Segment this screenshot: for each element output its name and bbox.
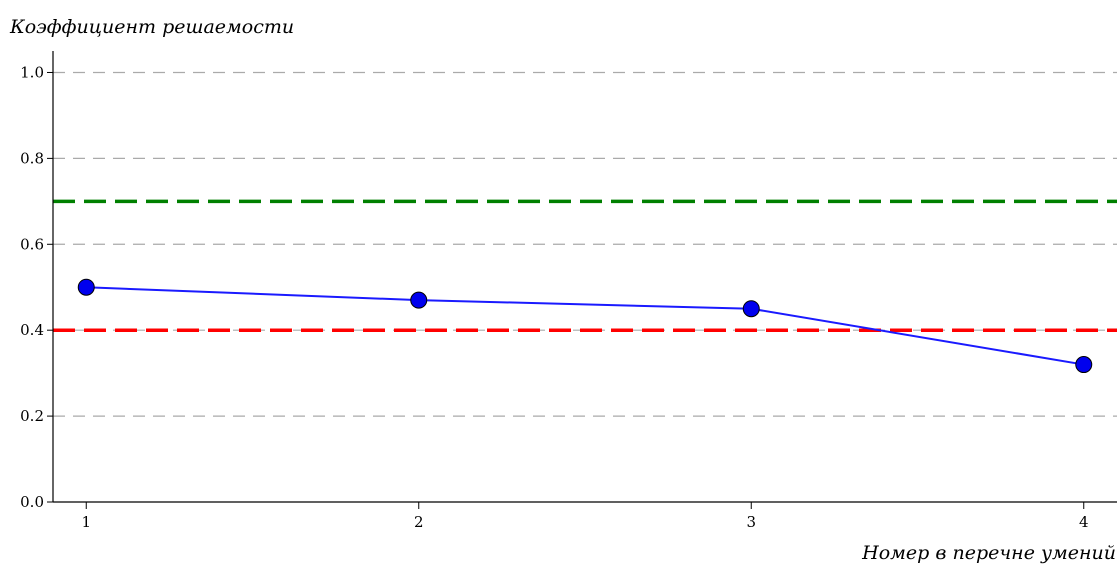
data-point-0-2 — [742, 300, 760, 318]
series-line-0 — [86, 286, 1084, 366]
series-layer — [77, 278, 1093, 374]
y-tick-label-1: 0.2 — [20, 407, 44, 425]
x-axis-title: Номер в перечне умений — [861, 542, 1116, 564]
tick-labels: 0.0 0.2 0.4 0.6 0.8 1.0 1 2 3 4 — [20, 63, 1088, 531]
grid-lines — [53, 71, 1117, 417]
y-axis-title: Коэффициент решаемости — [9, 16, 294, 38]
axes — [47, 51, 1117, 509]
x-tick-label-3: 4 — [1079, 513, 1089, 531]
y-tick-label-4: 0.8 — [20, 149, 44, 167]
reference-lines — [53, 199, 1117, 332]
data-point-0-3 — [1075, 356, 1093, 374]
x-tick-label-2: 3 — [746, 513, 756, 531]
y-tick-label-5: 1.0 — [20, 63, 44, 81]
x-tick-label-0: 1 — [81, 513, 91, 531]
data-point-0-1 — [410, 291, 428, 309]
y-tick-label-2: 0.4 — [20, 321, 44, 339]
data-point-0-0 — [77, 278, 95, 296]
y-tick-label-3: 0.6 — [20, 235, 44, 253]
y-tick-label-0: 0.0 — [20, 493, 44, 511]
x-tick-label-1: 2 — [414, 513, 424, 531]
